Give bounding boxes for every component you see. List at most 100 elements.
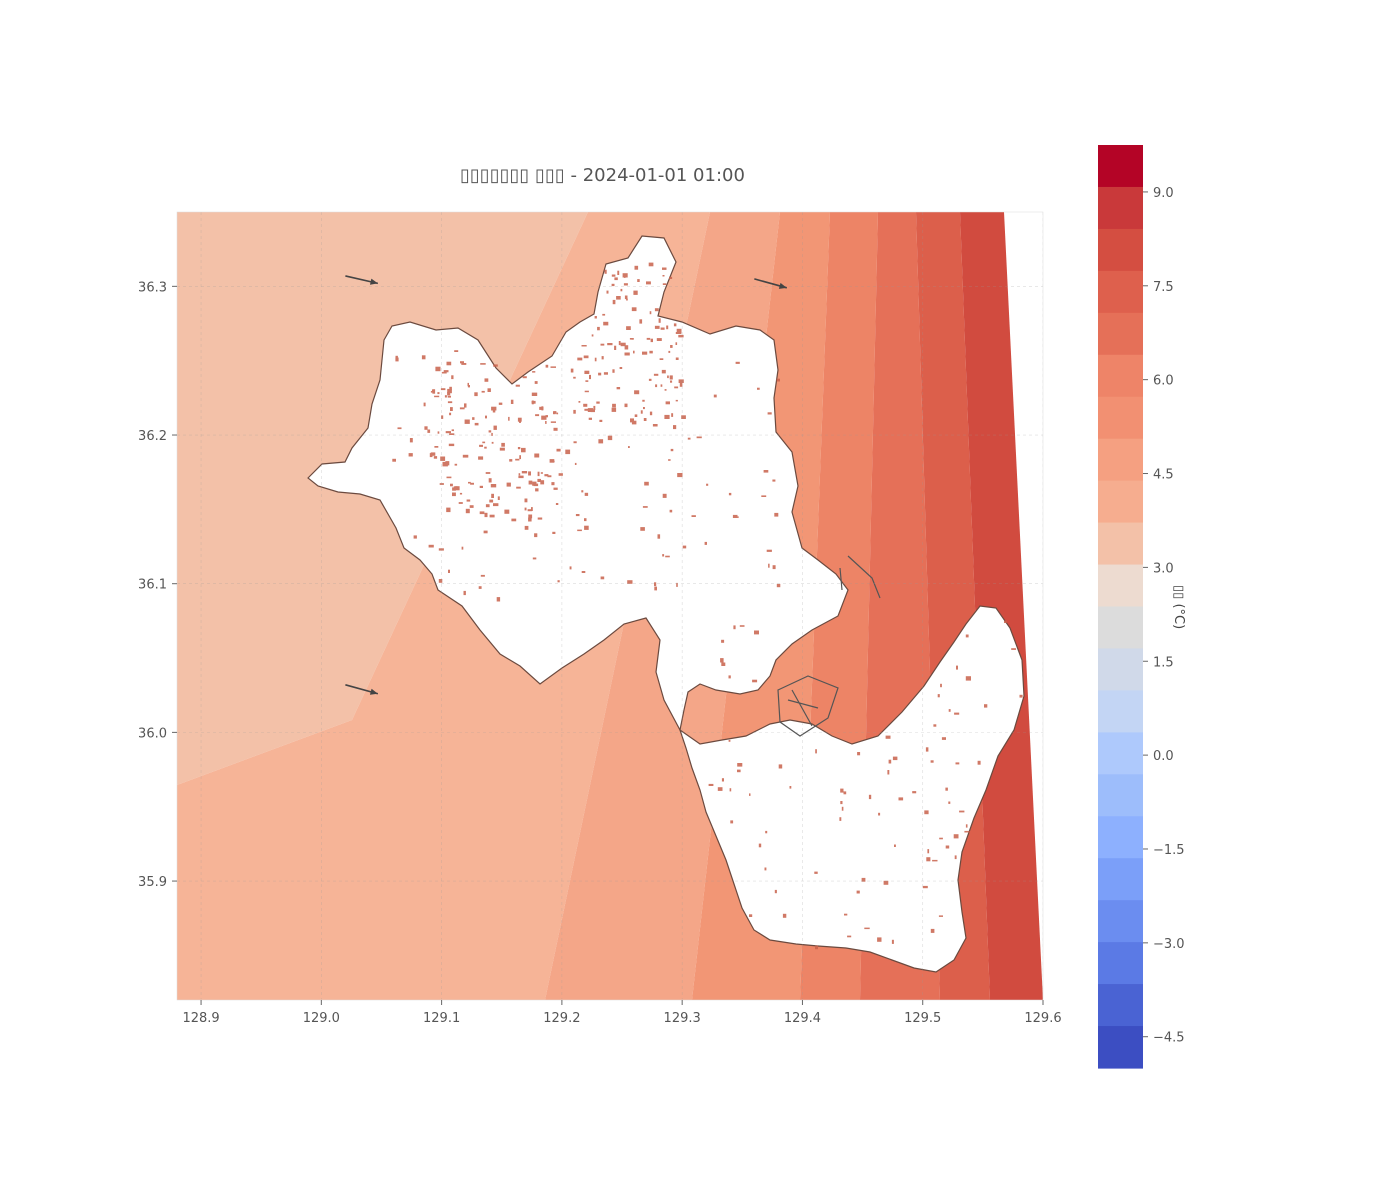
terrain-patch <box>435 366 441 372</box>
coordinate-gridlines <box>177 212 1043 1000</box>
terrain-patch <box>484 446 487 449</box>
terrain-patch <box>624 403 628 408</box>
terrain-patch <box>537 517 543 520</box>
x-tick-label: 129.4 <box>784 1011 821 1026</box>
terrain-patch <box>616 387 621 390</box>
terrain-patch <box>763 470 769 473</box>
terrain-patch <box>644 481 649 486</box>
colorbar-tick-label: 7.5 <box>1153 280 1174 295</box>
terrain-patch <box>581 571 586 573</box>
terrain-patch <box>584 370 590 374</box>
colorbar-tick-label: 3.0 <box>1153 561 1174 576</box>
terrain-patch <box>662 493 667 498</box>
terrain-patch <box>662 267 667 270</box>
terrain-patch <box>468 481 471 484</box>
terrain-patch <box>482 441 486 444</box>
terrain-patch <box>519 455 521 460</box>
colorbar-tick-label: −1.5 <box>1153 843 1185 858</box>
terrain-patch <box>480 363 486 365</box>
terrain-patch <box>427 429 431 433</box>
terrain-patch <box>490 484 497 488</box>
terrain-patch <box>573 441 577 444</box>
terrain-patch <box>541 415 547 420</box>
terrain-patch <box>600 576 605 580</box>
terrain-patch <box>527 509 533 512</box>
terrain-patch <box>467 382 469 387</box>
terrain-patch <box>522 376 527 379</box>
terrain-patch <box>629 338 633 340</box>
terrain-patch <box>479 444 483 447</box>
terrain-patch <box>496 597 501 602</box>
terrain-patch <box>395 357 399 362</box>
terrain-patch <box>650 338 653 343</box>
colorbar-level <box>1098 858 1143 901</box>
terrain-patch <box>662 283 667 285</box>
terrain-patch <box>772 479 776 482</box>
terrain-patch <box>485 472 491 474</box>
terrain-patch <box>948 801 951 804</box>
terrain-patch <box>432 389 434 392</box>
terrain-patch <box>565 449 571 455</box>
terrain-patch <box>540 472 543 474</box>
terrain-patch <box>669 509 673 513</box>
terrain-patch <box>541 406 544 411</box>
terrain-patch <box>728 739 731 742</box>
terrain-patch <box>682 545 687 549</box>
terrain-patch <box>443 370 449 373</box>
terrain-patch <box>660 384 663 387</box>
terrain-patch <box>721 662 726 666</box>
terrain-patch <box>449 386 452 390</box>
colorbar-tick-label: −4.5 <box>1153 1031 1185 1046</box>
terrain-patch <box>704 541 707 545</box>
terrain-patch <box>664 389 667 391</box>
terrain-patch <box>606 290 609 294</box>
terrain-patch <box>887 770 890 775</box>
colorbar-level <box>1098 270 1143 314</box>
terrain-patch <box>1019 694 1023 698</box>
terrain-patch <box>841 806 844 811</box>
terrain-patch <box>666 325 669 330</box>
terrain-patch <box>675 399 678 402</box>
x-tick-label: 129.5 <box>904 1011 941 1026</box>
terrain-patch <box>654 325 660 329</box>
terrain-patch <box>634 265 639 270</box>
terrain-patch <box>573 376 576 379</box>
terrain-patch <box>521 447 526 453</box>
terrain-patch <box>965 634 969 638</box>
wind-arrow-icon <box>345 684 379 695</box>
terrain-patch <box>766 549 772 552</box>
terrain-patch <box>492 409 496 413</box>
terrain-patch <box>395 355 398 359</box>
x-tick-label: 128.9 <box>182 1011 219 1026</box>
terrain-patch <box>646 281 651 285</box>
terrain-patch <box>624 345 629 350</box>
terrain-patch <box>424 426 428 430</box>
terrain-patch <box>464 419 470 424</box>
terrain-patch <box>667 375 669 379</box>
terrain-patch <box>894 844 896 847</box>
colorbar-level <box>1098 732 1143 775</box>
terrain-patch <box>519 420 521 423</box>
terrain-patch <box>930 928 935 933</box>
terrain-patch <box>642 399 645 402</box>
terrain-patch <box>550 366 556 368</box>
terrain-patch <box>449 412 452 416</box>
terrain-patch <box>679 383 683 387</box>
terrain-patch <box>447 392 451 396</box>
terrain-patch <box>534 453 540 458</box>
terrain-patch <box>662 554 665 557</box>
terrain-patch <box>533 483 539 487</box>
terrain-patch <box>535 488 539 492</box>
colorbar-level <box>1098 816 1143 859</box>
terrain-patch <box>774 889 777 894</box>
terrain-patch <box>708 783 714 786</box>
terrain-patch <box>478 456 484 460</box>
terrain-patch <box>439 483 444 485</box>
colorbar-level <box>1098 228 1143 272</box>
terrain-patch <box>440 388 446 391</box>
terrain-patch <box>891 939 894 944</box>
terrain-patch <box>438 579 443 583</box>
terrain-patch <box>581 490 584 493</box>
